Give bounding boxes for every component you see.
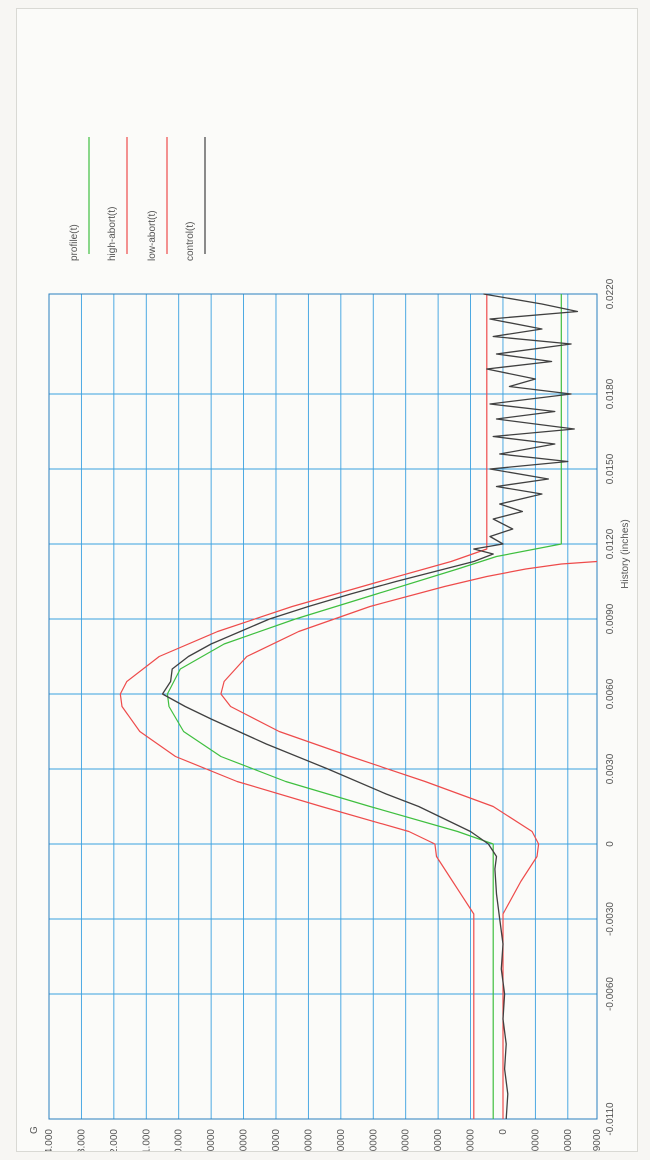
y-tick-label: 0 (498, 1129, 509, 1135)
y-unit-label: G (29, 1126, 40, 1134)
series-line-profile (166, 294, 562, 1119)
x-tick-label: -0.0060 (605, 977, 616, 1011)
series-line-control (161, 293, 579, 1120)
legend-label-control: control(t) (185, 222, 196, 261)
y-tick-label: 6.0000 (303, 1129, 314, 1151)
x-tick-label: 0.0030 (605, 753, 616, 784)
legend-label-high_abort: high-abort(t) (107, 207, 118, 261)
y-tick-label: -1.0000 (530, 1129, 541, 1151)
y-tick-label: 7.0000 (271, 1129, 282, 1151)
chart-sheet: 14.000 13.000 12.000 11.000 10.000 9.0000 8.00… (16, 8, 638, 1152)
series-line-low_abort (220, 560, 598, 1119)
x-tick-label: 0 (605, 841, 616, 847)
legend-label-profile: profile(t) (69, 224, 80, 261)
grid (48, 293, 598, 1120)
series-line-high_abort (119, 294, 488, 1119)
plot-frame (48, 293, 598, 1120)
y-tick-label: 8.0000 (239, 1129, 250, 1151)
plot-border (48, 293, 598, 1120)
y-tick-label: 11.000 (141, 1129, 152, 1151)
y-tick-label: -2.0000 (563, 1129, 574, 1151)
control-profile-chart: 14.000 13.000 12.000 11.000 10.000 9.0000 8.00… (29, 137, 631, 1151)
x-tick-label: 0.0220 (605, 278, 616, 309)
series-group (119, 293, 598, 1120)
legend: profile(t) high-abort(t) low-abort(t) contr… (69, 137, 206, 261)
y-tick-label: 2.0000 (433, 1129, 444, 1151)
y-tick-label: 10.000 (174, 1129, 185, 1151)
y-tick-label: 14.000 (44, 1129, 55, 1151)
y-tick-label: 4.0000 (368, 1129, 379, 1151)
y-tick-label: 9.0000 (206, 1129, 217, 1151)
x-tick-label: 0.0060 (605, 678, 616, 709)
x-tick-label: 0.0090 (605, 603, 616, 634)
y-tick-label: 13.000 (76, 1129, 87, 1151)
x-tick-label: 0.0150 (605, 453, 616, 484)
y-tick-label: 1.0000 (466, 1129, 477, 1151)
y-tick-label: 5.0000 (336, 1129, 347, 1151)
tick-labels: 14.000 13.000 12.000 11.000 10.000 9.0000 8.00… (44, 278, 616, 1151)
x-tick-label: -0.0030 (605, 902, 616, 936)
legend-label-low_abort: low-abort(t) (147, 210, 158, 261)
x-tick-label: -0.0110 (605, 1102, 616, 1136)
y-tick-label: 3.0000 (401, 1129, 412, 1151)
y-tick-label: 12.000 (109, 1129, 120, 1151)
x-tick-label: 0.0120 (605, 528, 616, 559)
y-tick-label: -2.9000 (592, 1129, 603, 1151)
x-axis-title: History (inches) (620, 519, 631, 588)
x-tick-label: 0.0180 (605, 378, 616, 409)
